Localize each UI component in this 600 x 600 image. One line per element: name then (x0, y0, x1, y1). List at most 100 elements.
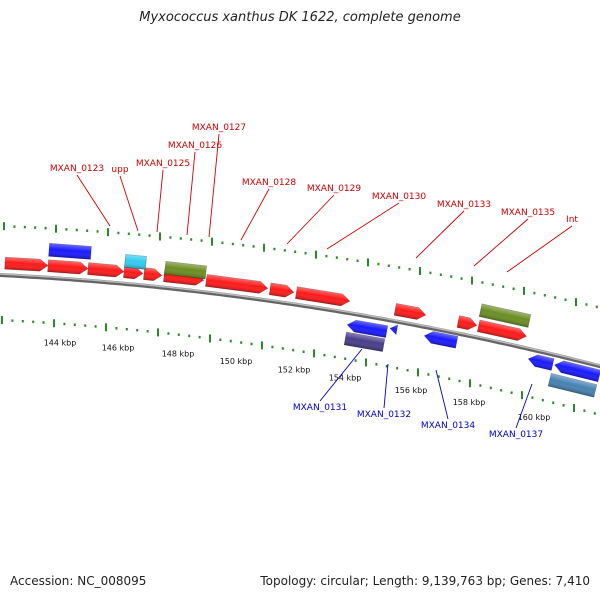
outer-tick-minor (439, 273, 442, 276)
forward-gene-arrow-shading (295, 286, 350, 306)
outer-tick-minor (491, 283, 494, 286)
forward-gene-label: MXAN_0123 (50, 164, 104, 174)
reverse-leader-line (435, 369, 449, 420)
inner-tick-minor (593, 412, 596, 415)
forward-gene-label: MXAN_0133 (437, 200, 491, 210)
inner-tick-minor (489, 386, 492, 390)
forward-gene-label: MXAN_0130 (372, 192, 426, 202)
outer-tick-minor (169, 236, 172, 239)
reverse-gene-label: MXAN_0131 (293, 403, 347, 413)
forward-gene-label: MXAN_0129 (307, 184, 361, 194)
outer-tick-minor (595, 305, 598, 309)
forward-gene-label: upp (111, 165, 128, 175)
reverse-leader-line (383, 363, 389, 409)
outer-tick-minor (377, 262, 380, 266)
kbp-tick-label: 144 kbp (44, 339, 77, 348)
forward-gene-arrow-shading (205, 274, 268, 294)
reverse-gene-label: MXAN_0132 (357, 410, 411, 420)
inner-tick-minor (42, 321, 45, 324)
inner-tick-minor (323, 353, 326, 357)
outer-tick-minor (179, 237, 182, 240)
outer-tick-major (315, 250, 317, 259)
inner-tick-major (105, 323, 107, 332)
inner-tick-minor (344, 357, 347, 360)
inner-tick-minor (146, 330, 149, 333)
outer-tick-minor (86, 229, 89, 232)
inner-tick-minor (541, 398, 544, 402)
outer-tick-minor (273, 247, 276, 251)
forward-leader-line (76, 174, 111, 227)
kbp-tick-label: 154 kbp (329, 374, 362, 383)
inner-tick-minor (32, 320, 35, 324)
outer-tick-minor (44, 226, 47, 230)
outer-tick-minor (387, 264, 390, 267)
inner-tick-major (521, 391, 523, 400)
outer-tick-major (3, 222, 5, 231)
forward-leader-line (415, 210, 465, 259)
inner-tick-minor (292, 348, 295, 352)
reverse-gene-arrow-shading (347, 320, 388, 338)
inner-tick-minor (458, 379, 461, 383)
forward-gene-arrow-shading (394, 303, 426, 320)
kbp-tick-label: 146 kbp (102, 343, 135, 352)
reverse-gene-label: MXAN_0134 (421, 421, 475, 431)
forward-gene-arrow-shading (456, 315, 477, 330)
map-title: Myxococcus xanthus DK 1622, complete gen… (139, 10, 461, 25)
outer-tick-minor (554, 296, 557, 299)
inner-tick-minor (125, 327, 128, 331)
reverse-leader-line (515, 383, 533, 429)
forward-leader-line (186, 151, 196, 236)
outer-tick-minor (460, 277, 463, 280)
kbp-tick-label: 148 kbp (162, 350, 195, 359)
forward-leader-line (156, 169, 164, 233)
outer-tick-minor (190, 238, 193, 241)
kbp-tick-label: 158 kbp (453, 398, 486, 407)
outer-tick-minor (13, 225, 16, 228)
outer-tick-minor (200, 239, 203, 242)
inner-tick-minor (136, 328, 139, 332)
outer-tick-major (211, 237, 213, 246)
inner-tick-minor (240, 341, 243, 344)
inner-tick-minor (84, 324, 87, 327)
rna-gene-block-shading (124, 254, 147, 270)
forward-gene-arrow-shading (87, 262, 124, 278)
inner-tick-minor (531, 396, 534, 399)
outer-tick-major (159, 232, 161, 241)
inner-tick-major (157, 328, 159, 337)
outer-tick-minor (96, 230, 99, 233)
inner-tick-minor (188, 334, 191, 338)
inner-tick-minor (21, 319, 24, 323)
outer-tick-major (419, 267, 421, 276)
inner-tick-major (313, 349, 315, 358)
outer-tick-minor (138, 233, 141, 236)
reverse-gene-arrow-shading (390, 324, 398, 335)
forward-leader-line (506, 225, 573, 273)
inner-tick-minor (448, 377, 451, 381)
forward-gene-label: MXAN_0135 (501, 208, 555, 218)
inner-tick-minor (11, 319, 14, 322)
slate-feature-block-shading (344, 332, 385, 352)
outer-tick-minor (283, 249, 286, 252)
outer-tick-minor (221, 241, 224, 245)
genome-backbone-highlight (0, 273, 600, 366)
forward-leader-line (208, 133, 220, 238)
outer-tick-major (107, 228, 109, 237)
inner-tick-minor (333, 355, 336, 359)
forward-gene-arrow-shading (269, 282, 294, 298)
inner-tick-minor (302, 350, 305, 354)
forward-gene-label: Int (566, 215, 578, 225)
inner-tick-major (417, 368, 419, 377)
kbp-tick-label: 152 kbp (278, 365, 311, 374)
outer-tick-minor (304, 251, 307, 255)
inner-tick-minor (406, 369, 409, 372)
outer-tick-minor (533, 291, 536, 295)
outer-tick-major (471, 276, 473, 285)
inner-tick-minor (271, 345, 274, 349)
kbp-tick-label: 160 kbp (518, 413, 551, 422)
kbp-tick-label: 150 kbp (220, 357, 253, 366)
inner-tick-minor (500, 389, 503, 392)
inner-tick-major (53, 319, 55, 328)
inner-tick-minor (198, 335, 201, 339)
genome-summary-label: Topology: circular; Length: 9,139,763 bp… (260, 574, 590, 588)
outer-tick-minor (502, 285, 505, 288)
